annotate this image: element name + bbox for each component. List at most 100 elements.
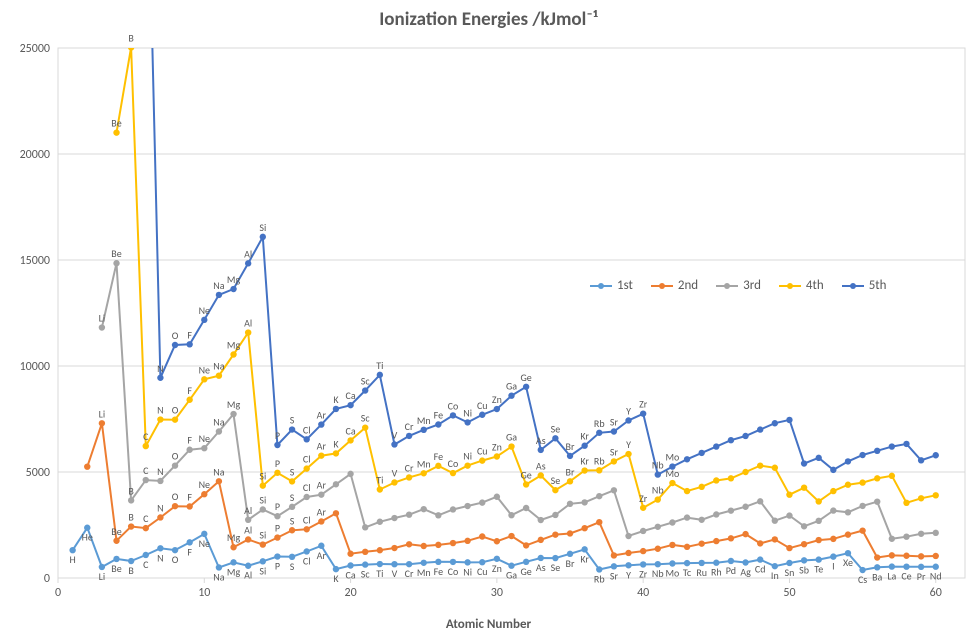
svg-text:Cl: Cl — [303, 513, 311, 526]
svg-text:Mg: Mg — [227, 398, 241, 411]
svg-text:Sr: Sr — [610, 569, 619, 582]
svg-text:Kr: Kr — [580, 552, 589, 565]
svg-text:Ca: Ca — [346, 568, 356, 581]
svg-text:50: 50 — [783, 586, 795, 600]
svg-text:Na: Na — [213, 465, 224, 478]
svg-text:Br: Br — [566, 465, 575, 478]
svg-text:Nb: Nb — [652, 567, 664, 580]
svg-text:S: S — [290, 465, 295, 478]
svg-text:Y: Y — [626, 568, 631, 581]
svg-text:Na: Na — [213, 279, 224, 292]
svg-text:C: C — [143, 464, 149, 477]
svg-text:Ca: Ca — [346, 389, 356, 402]
svg-text:Mg: Mg — [227, 565, 241, 578]
svg-text:Sc: Sc — [361, 412, 371, 425]
svg-text:Zn: Zn — [492, 393, 502, 406]
svg-text:In: In — [771, 569, 779, 582]
svg-text:Se: Se — [551, 561, 561, 574]
svg-text:P: P — [275, 560, 280, 573]
svg-text:H: H — [70, 553, 76, 566]
svg-text:Rb: Rb — [594, 417, 605, 430]
svg-text:Pd: Pd — [726, 564, 736, 577]
svg-text:K: K — [333, 393, 339, 406]
svg-text:Ge: Ge — [520, 468, 531, 481]
svg-text:B: B — [128, 31, 134, 44]
svg-text:Cr: Cr — [405, 420, 414, 433]
svg-text:Mn: Mn — [417, 566, 431, 579]
svg-text:Ag: Ag — [740, 566, 751, 579]
svg-text:Co: Co — [448, 565, 459, 578]
svg-text:Ne: Ne — [199, 363, 210, 376]
svg-text:O: O — [172, 553, 179, 566]
svg-text:Be: Be — [111, 525, 121, 538]
svg-text:Al: Al — [244, 523, 252, 536]
svg-text:Zn: Zn — [492, 562, 502, 575]
svg-text:Cu: Cu — [477, 399, 488, 412]
svg-text:P: P — [275, 429, 280, 442]
svg-text:Co: Co — [448, 457, 459, 470]
svg-text:40: 40 — [637, 586, 649, 600]
svg-text:Ne: Ne — [199, 304, 210, 317]
svg-text:Cl: Cl — [303, 481, 311, 494]
svg-text:La: La — [887, 570, 896, 583]
svg-text:Cu: Cu — [477, 565, 488, 578]
svg-text:Cr: Cr — [405, 461, 414, 474]
svg-text:Y: Y — [626, 404, 631, 417]
svg-text:Na: Na — [213, 416, 224, 429]
svg-text:Fe: Fe — [434, 565, 443, 578]
svg-text:Na: Na — [213, 570, 224, 583]
svg-text:Mo: Mo — [666, 566, 680, 579]
svg-text:Ar: Ar — [317, 479, 327, 492]
svg-text:Sc: Sc — [361, 375, 371, 388]
svg-text:N: N — [157, 362, 163, 375]
svg-text:Ne: Ne — [199, 537, 210, 550]
svg-text:F: F — [187, 434, 192, 447]
svg-text:Mg: Mg — [227, 531, 241, 544]
svg-text:Mg: Mg — [227, 273, 241, 286]
svg-text:Se: Se — [551, 474, 561, 487]
svg-text:Kr: Kr — [580, 430, 589, 443]
svg-text:C: C — [143, 512, 149, 525]
svg-text:Xe: Xe — [843, 556, 853, 569]
svg-text:Li: Li — [99, 570, 106, 583]
svg-text:Be: Be — [111, 117, 121, 130]
svg-text:B: B — [128, 511, 134, 524]
svg-text:20000: 20000 — [20, 148, 50, 162]
svg-text:Si: Si — [259, 470, 266, 483]
svg-text:Zr: Zr — [639, 492, 648, 505]
svg-text:Al: Al — [244, 247, 252, 260]
svg-text:He: He — [82, 531, 93, 544]
svg-text:V: V — [392, 428, 398, 441]
svg-text:Te: Te — [814, 563, 823, 576]
svg-text:As: As — [536, 561, 546, 574]
svg-text:Fe: Fe — [434, 450, 443, 463]
svg-text:Ni: Ni — [463, 565, 472, 578]
svg-text:V: V — [392, 466, 398, 479]
svg-text:Li: Li — [99, 312, 106, 325]
svg-text:N: N — [157, 404, 163, 417]
svg-text:60: 60 — [930, 586, 942, 600]
svg-text:Nb: Nb — [652, 484, 664, 497]
svg-text:P: P — [275, 522, 280, 535]
svg-text:Ar: Ar — [317, 440, 327, 453]
svg-text:O: O — [172, 490, 179, 503]
svg-text:Co: Co — [448, 399, 459, 412]
svg-text:F: F — [187, 545, 192, 558]
svg-text:Mn: Mn — [417, 414, 431, 427]
svg-text:Ni: Ni — [463, 450, 472, 463]
svg-text:P: P — [275, 500, 280, 513]
svg-text:Ba: Ba — [872, 570, 882, 583]
svg-text:Br: Br — [566, 557, 575, 570]
svg-text:25000: 25000 — [20, 42, 50, 56]
svg-text:Cd: Cd — [755, 563, 766, 576]
svg-text:Sr: Sr — [610, 416, 619, 429]
svg-text:Rb: Rb — [594, 454, 605, 467]
svg-text:K: K — [333, 572, 339, 585]
svg-text:C: C — [143, 558, 149, 571]
svg-text:Mg: Mg — [227, 339, 241, 352]
svg-text:Sc: Sc — [361, 568, 371, 581]
svg-text:B: B — [128, 484, 134, 497]
svg-text:K: K — [333, 437, 339, 450]
svg-text:Cs: Cs — [858, 573, 867, 586]
svg-text:Ce: Ce — [901, 570, 911, 583]
